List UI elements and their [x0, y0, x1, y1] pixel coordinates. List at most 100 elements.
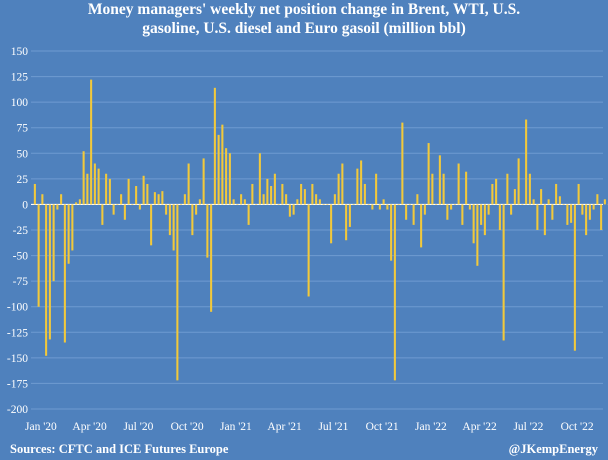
- bar-71: [300, 183, 303, 205]
- bar-136: [543, 204, 546, 236]
- bar-20: [108, 178, 111, 205]
- bar-129: [517, 158, 520, 205]
- x-axis-ticks: Jan '20 Apr '20 Jul '20 Oct '20 Jan '21 Apr '…: [25, 421, 594, 433]
- bar-26: [131, 204, 134, 206]
- bar-137: [547, 199, 550, 205]
- y-tick-label: -175: [7, 378, 28, 390]
- bar-101: [412, 204, 415, 225]
- bar-116: [468, 204, 471, 210]
- bar-80: [333, 194, 336, 205]
- bar-108: [438, 155, 441, 205]
- y-tick-label: 100: [11, 97, 29, 109]
- bar-96: [393, 204, 396, 381]
- bar-126: [506, 173, 509, 205]
- bar-22: [116, 204, 119, 206]
- bar-23: [120, 194, 123, 205]
- bar-83: [345, 204, 348, 241]
- y-tick-label: 125: [11, 72, 29, 84]
- y-tick-label: -200: [7, 404, 28, 416]
- bar-133: [532, 199, 535, 205]
- bar-56: [243, 199, 246, 205]
- bar-115: [465, 171, 468, 205]
- bar-39: [180, 204, 183, 206]
- x-tick-label: Apr '22: [462, 421, 497, 433]
- bar-93: [382, 199, 385, 205]
- bar-106: [431, 173, 434, 205]
- bar-81: [337, 173, 340, 205]
- bar-130: [521, 204, 524, 206]
- x-tick-label: Jul '21: [318, 421, 348, 433]
- bar-142: [566, 204, 569, 225]
- y-axis-ticks: 150 125 100 75 50 25 0 -25 -50 -75 -100 -125 -150 -17…: [7, 46, 28, 416]
- bar-111: [450, 204, 453, 210]
- bar-121: [487, 204, 490, 215]
- bar-37: [172, 204, 175, 251]
- x-tick-label: Jan '22: [415, 421, 447, 433]
- bar-114: [461, 204, 464, 225]
- bar-53: [232, 199, 235, 205]
- bar-44: [198, 199, 201, 205]
- bar-140: [558, 196, 561, 205]
- bar-42: [191, 204, 194, 236]
- bar-87: [360, 160, 363, 205]
- bar-55: [240, 194, 243, 205]
- bar-119: [480, 204, 483, 225]
- bar-139: [555, 183, 558, 205]
- bar-147: [585, 204, 588, 236]
- bar-14: [86, 173, 89, 205]
- bar-127: [510, 204, 513, 215]
- bar-110: [446, 204, 449, 220]
- bar-6: [56, 204, 59, 210]
- bar-94: [386, 204, 389, 210]
- bar-40: [183, 194, 186, 205]
- bar-51: [225, 148, 228, 205]
- bar-132: [528, 173, 531, 205]
- bar-78: [326, 204, 329, 206]
- y-tick-label: 150: [11, 46, 29, 58]
- chart-title-line-1: Money managers' weekly net position chan…: [87, 1, 521, 18]
- bar-52: [228, 153, 231, 205]
- bar-5: [52, 204, 55, 282]
- bar-68: [288, 204, 291, 217]
- bar-125: [502, 204, 505, 341]
- x-tick-label: Oct '20: [171, 421, 204, 433]
- bar-15: [90, 79, 93, 205]
- bar-100: [408, 204, 411, 206]
- bar-74: [311, 183, 314, 205]
- bar-112: [453, 204, 456, 206]
- bar-63: [270, 186, 273, 205]
- bar-124: [498, 204, 501, 230]
- x-tick-label: Oct '21: [366, 421, 399, 433]
- bar-92: [378, 204, 381, 210]
- bar-118: [476, 204, 479, 266]
- bar-104: [423, 204, 426, 215]
- bar-1: [37, 204, 40, 307]
- bar-109: [442, 173, 445, 205]
- y-tick-label: 0: [22, 199, 28, 211]
- bar-107: [435, 204, 438, 206]
- bar-149: [592, 204, 595, 210]
- bar-49: [217, 134, 220, 205]
- bar-13: [82, 151, 85, 205]
- bar-48: [213, 87, 216, 205]
- x-tick-label: Jan '21: [220, 421, 252, 433]
- bar-58: [251, 183, 254, 205]
- bar-69: [292, 204, 295, 215]
- x-tick-label: Jul '22: [513, 421, 543, 433]
- bar-18: [101, 204, 104, 225]
- y-tick-label: -25: [13, 225, 29, 237]
- bar-131: [525, 119, 528, 205]
- bar-144: [573, 204, 576, 351]
- bar-145: [577, 183, 580, 205]
- x-tick-label: Jul '20: [123, 421, 153, 433]
- bar-82: [341, 163, 344, 205]
- bar-31: [150, 204, 153, 246]
- bar-29: [142, 175, 145, 205]
- bar-10: [71, 204, 74, 251]
- bar-146: [581, 204, 584, 215]
- bar-67: [285, 194, 288, 205]
- bar-50: [221, 124, 224, 205]
- bar-43: [195, 204, 198, 215]
- bar-54: [236, 204, 239, 206]
